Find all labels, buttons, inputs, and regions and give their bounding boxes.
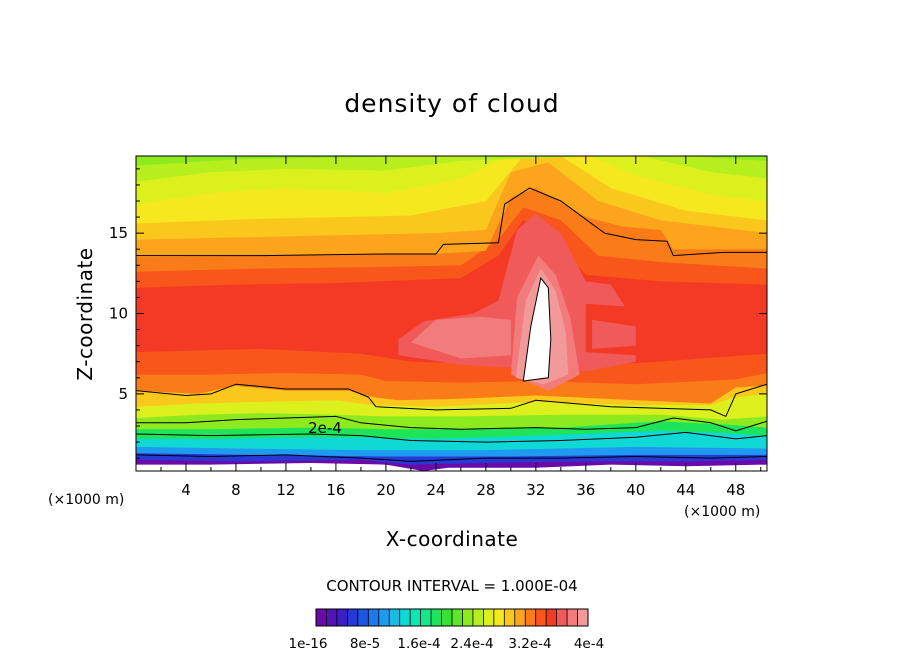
x-tick-label: 28 [476, 481, 495, 499]
colorbar-swatch [546, 609, 557, 626]
x-unit-right: (×1000 m) [684, 504, 760, 520]
colorbar-swatch [525, 609, 536, 626]
y-tick-label: 5 [118, 385, 128, 403]
x-tick-label: 20 [376, 481, 395, 499]
colorbar-swatch [316, 609, 327, 626]
y-axis-label: Z-coordinate [73, 247, 97, 380]
x-tick-label: 48 [726, 481, 745, 499]
plume-level-13 [410, 316, 511, 359]
colorbar-swatch [326, 609, 338, 626]
colorbar-swatch [336, 609, 348, 626]
colorbar-swatch [441, 609, 453, 626]
y-tick-label: 15 [109, 224, 128, 242]
colorbar-swatch [368, 609, 380, 626]
colorbar-swatch [493, 609, 505, 626]
colorbar-swatch [452, 609, 463, 626]
contour-lines [136, 187, 767, 462]
x-tick-label: 24 [426, 481, 445, 499]
colorbar-swatch [504, 609, 516, 626]
x-tick-label: 36 [576, 481, 595, 499]
contour-2e-4-b [136, 431, 767, 443]
upper-band-7 [136, 156, 767, 182]
colorbar-swatch [577, 609, 589, 626]
x-axis-label: X-coordinate [386, 527, 519, 551]
contour-label: 2e-4 [308, 419, 342, 437]
colorbar-swatch [420, 609, 432, 626]
x-tick-label: 8 [231, 481, 241, 499]
colorbar-swatch [462, 609, 474, 626]
colorbar-label: 2.4e-4 [450, 636, 493, 652]
colorbar-swatch [389, 609, 400, 626]
colorbar-swatch [472, 609, 484, 626]
contour-3-2e-4 [136, 383, 767, 418]
y-axis-ticks: 5 10 15 [109, 168, 767, 459]
chart-title: density of cloud [344, 89, 559, 118]
colorbar-swatch [567, 609, 578, 626]
colorbar-label: 4e-4 [574, 636, 604, 652]
x-tick-label: 12 [276, 481, 295, 499]
x-tick-label: 16 [326, 481, 345, 499]
x-tick-label: 44 [676, 481, 695, 499]
x-axis-ticks: 4 8 12 16 20 24 28 32 36 40 44 48 [160, 156, 762, 499]
colorbar-swatch [535, 609, 547, 626]
colorbar-swatch [378, 609, 390, 626]
colorbar [315, 608, 589, 627]
colorbar-frame [315, 608, 589, 627]
colorbar-swatch [347, 609, 359, 626]
contour-2e-4-a [136, 415, 767, 432]
colorbar-swatch [399, 609, 411, 626]
contour-8e-5 [136, 454, 767, 462]
colorbar-swatch [357, 609, 369, 626]
colorbar-swatch [556, 609, 568, 626]
colorbar-swatch [514, 609, 526, 626]
core-maximum [522, 276, 552, 382]
colorbar-label: 8e-5 [350, 636, 380, 652]
colorbar-label: 3.2e-4 [508, 636, 551, 652]
colorbar-labels: 1e-16 8e-5 1.6e-4 2.4e-4 3.2e-4 4e-4 [289, 636, 605, 652]
colorbar-swatch [431, 609, 442, 626]
y-tick-label: 10 [109, 305, 128, 323]
x-tick-label: 40 [626, 481, 645, 499]
upper-band-8 [136, 156, 767, 166]
colorbar-label: 1.6e-4 [397, 636, 440, 652]
contour-interval: CONTOUR INTERVAL = 1.000E-04 [326, 577, 577, 595]
x-tick-label: 4 [181, 481, 191, 499]
x-tick-label: 32 [526, 481, 545, 499]
plot-area [136, 156, 767, 471]
contour-2-4e-4 [136, 187, 767, 257]
colorbar-swatch [410, 609, 421, 626]
lobe-level-12 [592, 319, 636, 349]
x-unit-left: (×1000 m) [48, 492, 124, 508]
field-fill [136, 156, 767, 471]
colorbar-label: 1e-16 [289, 636, 328, 652]
colorbar-swatch [483, 609, 495, 626]
